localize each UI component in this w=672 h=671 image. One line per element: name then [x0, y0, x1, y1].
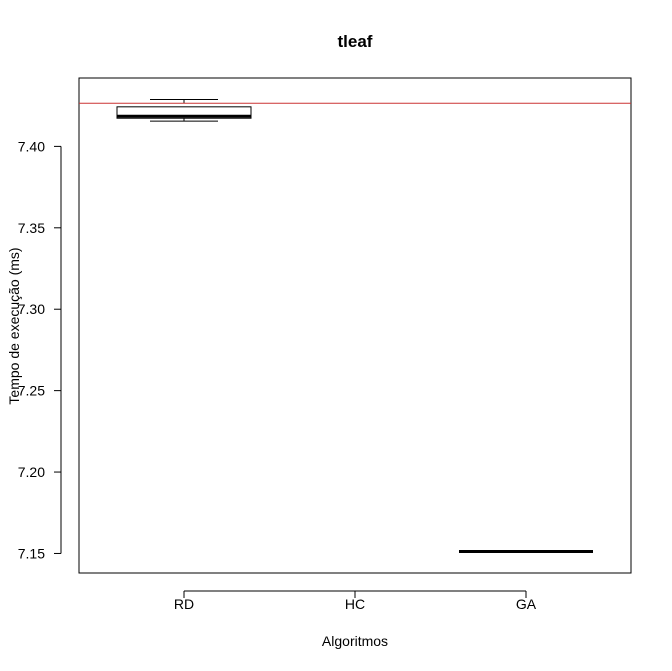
- y-tick-label: 7.20: [18, 464, 45, 480]
- boxes-group: [116, 98, 593, 554]
- y-tick-label: 7.35: [18, 220, 45, 236]
- plot-area-frame: [78, 77, 632, 574]
- x-axis: RD HC GA: [174, 590, 537, 612]
- y-tick-label: 7.40: [18, 138, 45, 154]
- y-tick-label: 7.30: [18, 301, 45, 317]
- iqr-box: [116, 106, 252, 119]
- y-axis-label: Tempo de execução (ms): [6, 247, 22, 404]
- y-tick-label: 7.25: [18, 383, 45, 399]
- x-axis-label: Algoritmos: [322, 633, 388, 649]
- chart-title: tleaf: [338, 32, 373, 51]
- x-tick-label: GA: [516, 596, 537, 612]
- y-axis: 7.15 7.20 7.25 7.30 7.35 7.40: [18, 138, 62, 561]
- y-tick-label: 7.15: [18, 545, 45, 561]
- box-rd: [116, 98, 252, 122]
- x-tick-label: RD: [174, 596, 194, 612]
- x-tick-label: HC: [345, 596, 365, 612]
